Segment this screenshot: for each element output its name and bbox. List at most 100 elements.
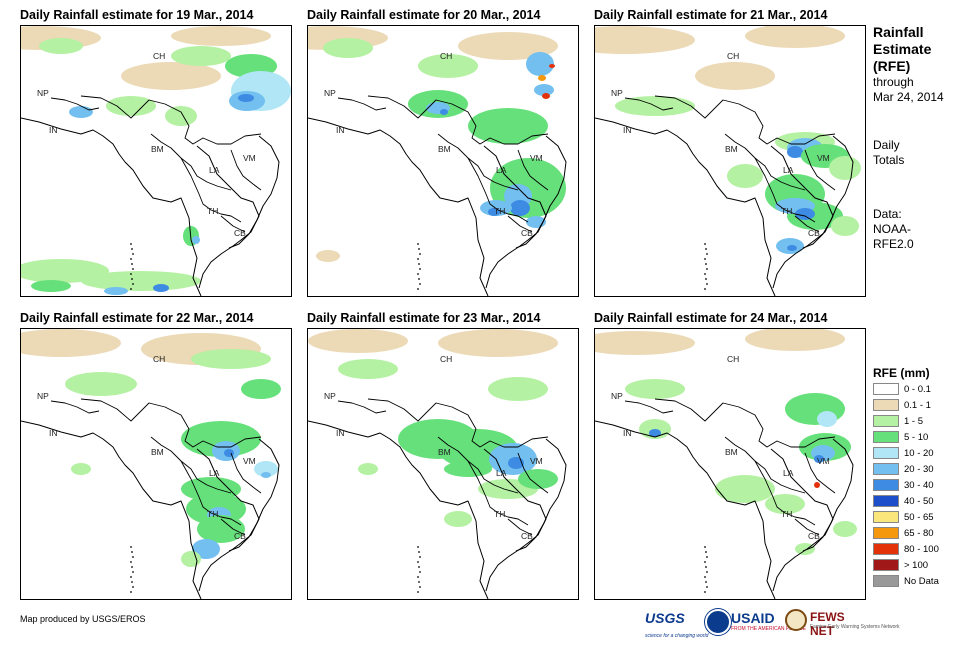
rainfall-area [181, 551, 201, 567]
legend-swatch [873, 543, 899, 555]
legend-label: 0.1 - 1 [904, 400, 931, 411]
country-label-vm: VM [243, 153, 256, 163]
island-dot [419, 571, 421, 573]
country-border [367, 95, 549, 145]
map-svg: CH NP IN BM LA VM TH CB [595, 329, 857, 599]
country-label-la: LA [496, 165, 507, 175]
rainfall-area [323, 38, 373, 58]
rainfall-area [254, 461, 278, 477]
rainfall-area [510, 200, 530, 216]
rainfall-area [538, 75, 546, 81]
fews-seal-icon [785, 609, 807, 631]
country-border [794, 215, 820, 233]
legend-item: 20 - 30 [873, 462, 965, 478]
island-dot [418, 566, 420, 568]
island-dot [132, 283, 134, 285]
legend-label: > 100 [904, 560, 929, 571]
country-label-ch: CH [153, 354, 165, 364]
panel-title: Daily Rainfall estimate for 23 Mar., 201… [307, 311, 541, 325]
island-dot [130, 258, 132, 260]
rainfall-area [171, 46, 231, 66]
legend-item: > 100 [873, 558, 965, 574]
usgs-logo-text: USGS [645, 610, 685, 626]
island-dot [704, 546, 706, 548]
country-label-la: LA [496, 468, 507, 478]
country-border [507, 215, 533, 233]
country-border [654, 95, 836, 145]
rainfall-area [542, 93, 550, 99]
country-border [150, 436, 232, 494]
panel-title: Daily Rainfall estimate for 24 Mar., 201… [594, 311, 828, 325]
island-dot [418, 248, 420, 250]
legend-swatch [873, 479, 899, 491]
rainfall-area [197, 515, 245, 543]
rainfall-area [418, 54, 478, 78]
rainfall-area [625, 379, 685, 399]
island-dot [130, 288, 132, 290]
island-dot [418, 581, 420, 583]
island-dot [705, 263, 707, 265]
country-label-in: IN [336, 428, 345, 438]
legend-item: 0 - 0.1 [873, 382, 965, 398]
island-dot [419, 253, 421, 255]
island-dot [705, 551, 707, 553]
panel-title: Daily Rainfall estimate for 22 Mar., 201… [20, 311, 254, 325]
country-border [467, 460, 529, 526]
fews-tagline: Famine Early Warning Systems Network [810, 624, 900, 630]
rainfall-area [438, 329, 558, 357]
rainfall-area [192, 539, 220, 559]
legend-swatch [873, 575, 899, 587]
rainfall-area [81, 271, 201, 291]
island-dot [130, 546, 132, 548]
rainfall-map[interactable]: CH NP IN BM LA VM TH CB [20, 328, 292, 600]
island-dot [130, 576, 132, 578]
rainfall-area [458, 32, 558, 60]
island-dot [706, 253, 708, 255]
rainfall-map[interactable]: CH NP IN BM LA VM TH CB [594, 328, 866, 600]
island-dot [704, 273, 706, 275]
country-border [308, 420, 489, 599]
logo-bar: USGS science for a changing world USAID … [645, 608, 900, 639]
legend-label: 40 - 50 [904, 496, 934, 507]
island-dot [131, 248, 133, 250]
rainfall-area [165, 106, 197, 126]
rainfall-map[interactable]: CH NP IN BM LA VM TH CB [307, 25, 579, 297]
island-dot [130, 561, 132, 563]
island-dot [417, 243, 419, 245]
country-label-vm: VM [530, 456, 543, 466]
country-border [437, 133, 519, 191]
map-svg: CH NP IN BM LA VM TH CB [595, 26, 861, 296]
island-dot [132, 268, 134, 270]
country-border [595, 117, 776, 296]
country-border [654, 398, 836, 448]
legend-title: RFE (mm) [873, 366, 930, 380]
rainfall-area [191, 349, 271, 369]
legend-label: 5 - 10 [904, 432, 929, 443]
rainfall-map[interactable]: CH NP IN BM LA VM TH CB [594, 25, 866, 297]
rainfall-area [526, 52, 554, 76]
island-dot [706, 268, 708, 270]
rainfall-area [649, 429, 661, 437]
country-border [517, 149, 549, 191]
country-label-cb: CB [521, 228, 533, 238]
country-border [150, 133, 232, 191]
island-dot [417, 546, 419, 548]
country-label-in: IN [49, 428, 58, 438]
rainfall-area [595, 26, 695, 54]
rainfall-area [316, 250, 340, 262]
legend-item: No Data [873, 574, 965, 590]
island-dot [417, 273, 419, 275]
island-dot [705, 566, 707, 568]
country-label-th: TH [494, 509, 505, 519]
country-label-np: NP [611, 88, 623, 98]
rainfall-area [795, 208, 815, 220]
map-panel-21-mar: Daily Rainfall estimate for 21 Mar., 201… [594, 6, 866, 297]
rainfall-map[interactable]: CH NP IN BM LA VM TH CB [307, 328, 579, 600]
country-border [515, 438, 567, 552]
island-dot [132, 556, 134, 558]
country-label-la: LA [209, 468, 220, 478]
usaid-tagline: FROM THE AMERICAN PEOPLE [731, 626, 806, 632]
country-label-ch: CH [440, 51, 452, 61]
rainfall-area [21, 329, 121, 357]
rainfall-map[interactable]: CH NP IN BM LA VM TH CB [20, 25, 292, 297]
